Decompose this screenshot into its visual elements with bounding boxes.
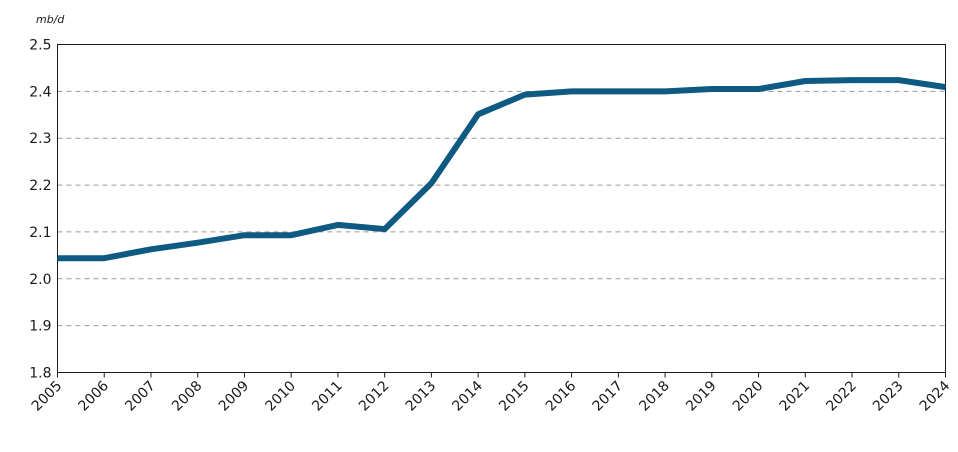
data-point: [103, 257, 105, 259]
data-point: [524, 94, 526, 96]
y-unit-label: mb/d: [36, 13, 65, 26]
data-point: [898, 79, 900, 81]
x-tick-label: 2012: [356, 378, 393, 415]
data-point: [758, 88, 760, 90]
data-point: [804, 80, 806, 82]
data-point: [384, 228, 386, 230]
x-tick-label: 2024: [917, 378, 954, 415]
data-point: [664, 90, 666, 92]
data-point: [57, 257, 58, 259]
data-point: [290, 234, 292, 236]
x-tick-label: 2017: [590, 378, 627, 415]
y-tick-label: 2.0: [29, 272, 51, 288]
y-tick-label: 2.3: [29, 131, 51, 147]
y-tick-label: 2.1: [29, 225, 51, 241]
x-tick-label: 2006: [76, 378, 113, 415]
x-tick-label: 2005: [29, 378, 66, 415]
gridlines: [57, 90, 946, 327]
x-tick-label: 2018: [636, 378, 673, 415]
series-group: [57, 77, 946, 262]
x-tick-label: 2013: [403, 378, 440, 415]
data-point: [337, 224, 339, 226]
y-tick-label: 1.9: [29, 319, 51, 335]
x-tick-label: 2008: [169, 378, 206, 415]
y-tick-label: 2.5: [29, 38, 51, 54]
y-tick-label: 2.4: [29, 84, 51, 100]
x-tick-label: 2011: [309, 378, 346, 415]
x-tick-label: 2021: [777, 378, 814, 415]
y-axis: 1.8 1.9 2.0 2.1 2.2 2.3 2.4 2.5: [29, 38, 51, 382]
x-tick-label: 2015: [496, 378, 533, 415]
x-tick-label: 2016: [543, 378, 580, 415]
x-tick-label: 2022: [823, 378, 860, 415]
x-tick-label: 2007: [122, 378, 159, 415]
x-tick-label: 2010: [262, 378, 299, 415]
plot-frame: [57, 44, 946, 373]
x-tick-label: 2020: [730, 378, 767, 415]
x-tick-label: 2019: [683, 378, 720, 415]
x-tick-label: 2023: [870, 378, 907, 415]
x-tick-label: 2009: [216, 378, 253, 415]
data-point: [243, 234, 245, 236]
data-point: [197, 242, 199, 244]
data-point: [945, 86, 946, 88]
data-point: [711, 88, 713, 90]
data-point: [617, 90, 619, 92]
data-point: [150, 248, 152, 250]
x-axis: 2005 2006 2007 2008 2009 2010 2011 2012 2013 2014…: [29, 372, 954, 415]
data-point: [430, 182, 432, 184]
x-tick-label: 2014: [449, 378, 486, 415]
data-point: [851, 79, 853, 81]
y-tick-label: 1.8: [29, 366, 51, 382]
y-tick-label: 2.2: [29, 178, 51, 194]
data-point: [477, 113, 479, 115]
series-line-0: [57, 77, 946, 262]
data-point: [571, 90, 573, 92]
